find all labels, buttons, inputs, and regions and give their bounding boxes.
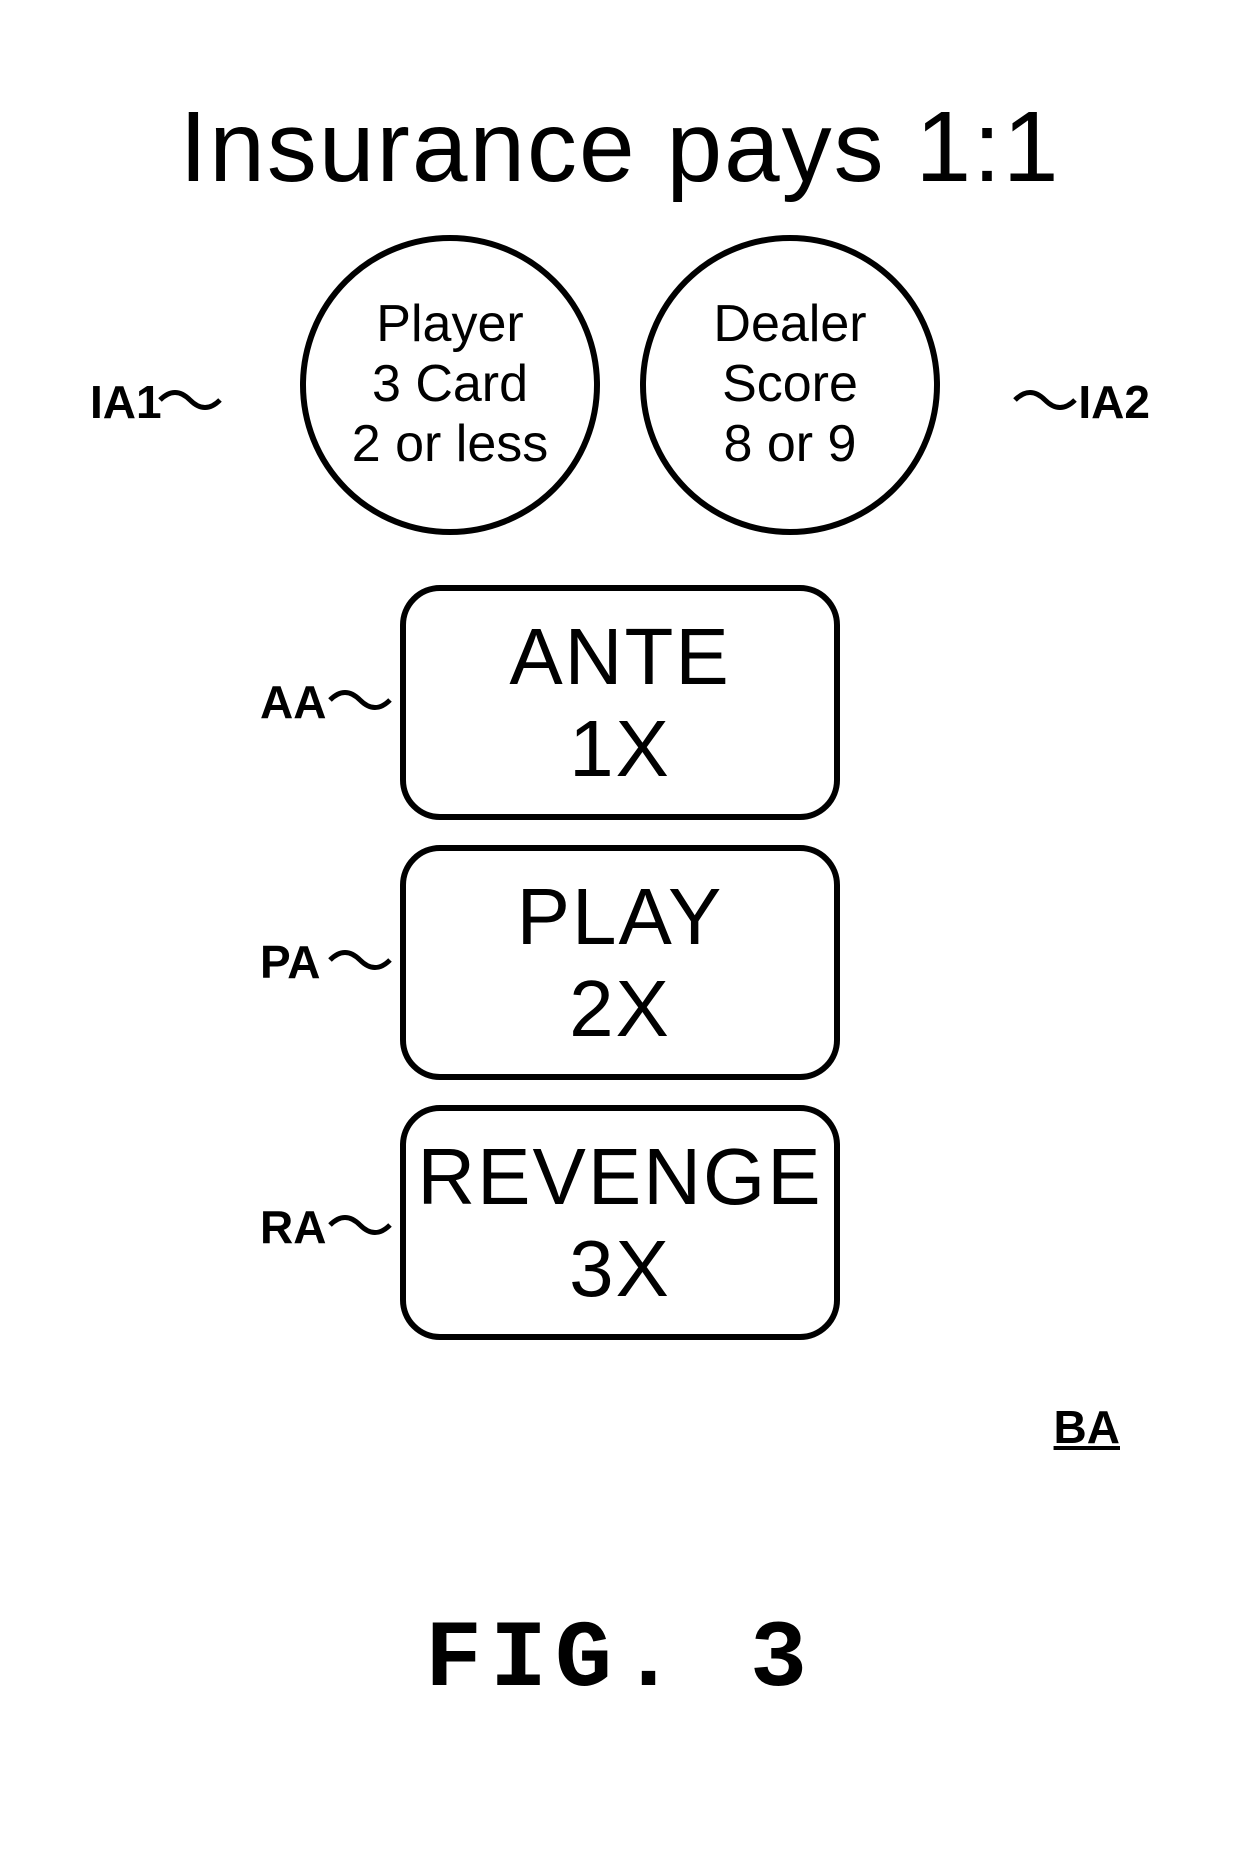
rect-text-line: PLAY: [517, 871, 724, 963]
ref-label-aa: AA: [260, 675, 326, 729]
connector-ia2: [1010, 385, 1085, 415]
ref-label-pa: PA: [260, 935, 321, 989]
diagram-title: Insurance pays 1:1: [180, 90, 1061, 205]
circle-text-line: Score: [722, 355, 858, 415]
rect-text-line: 3X: [569, 1223, 671, 1315]
ante-box: ANTE 1X: [400, 585, 840, 820]
rect-text-line: REVENGE: [417, 1131, 822, 1223]
circle-text-line: 8 or 9: [724, 415, 857, 475]
insurance-circles-row: Player 3 Card 2 or less Dealer Score 8 o…: [300, 235, 940, 535]
ref-label-ra: RA: [260, 1200, 326, 1254]
play-box: PLAY 2X: [400, 845, 840, 1080]
connector-pa: [325, 945, 400, 975]
revenge-box: REVENGE 3X: [400, 1105, 840, 1340]
circle-text-line: 2 or less: [352, 415, 549, 475]
circle-text-line: 3 Card: [372, 355, 528, 415]
ref-label-ba: BA: [1054, 1400, 1120, 1454]
rect-text-line: 1X: [569, 703, 671, 795]
figure-label: FIG. 3: [0, 1606, 1240, 1714]
circle-text-line: Player: [376, 295, 523, 355]
connector-aa: [325, 685, 400, 715]
insurance-circle-player: Player 3 Card 2 or less: [300, 235, 600, 535]
ref-label-ia2: IA2: [1078, 375, 1150, 429]
connector-ia1: [155, 385, 230, 415]
ref-label-ia1: IA1: [90, 375, 162, 429]
rect-text-line: ANTE: [509, 611, 730, 703]
insurance-circle-dealer: Dealer Score 8 or 9: [640, 235, 940, 535]
circle-text-line: Dealer: [713, 295, 866, 355]
rect-text-line: 2X: [569, 963, 671, 1055]
connector-ra: [325, 1210, 400, 1240]
diagram-container: Insurance pays 1:1 Player 3 Card 2 or le…: [0, 0, 1240, 1874]
